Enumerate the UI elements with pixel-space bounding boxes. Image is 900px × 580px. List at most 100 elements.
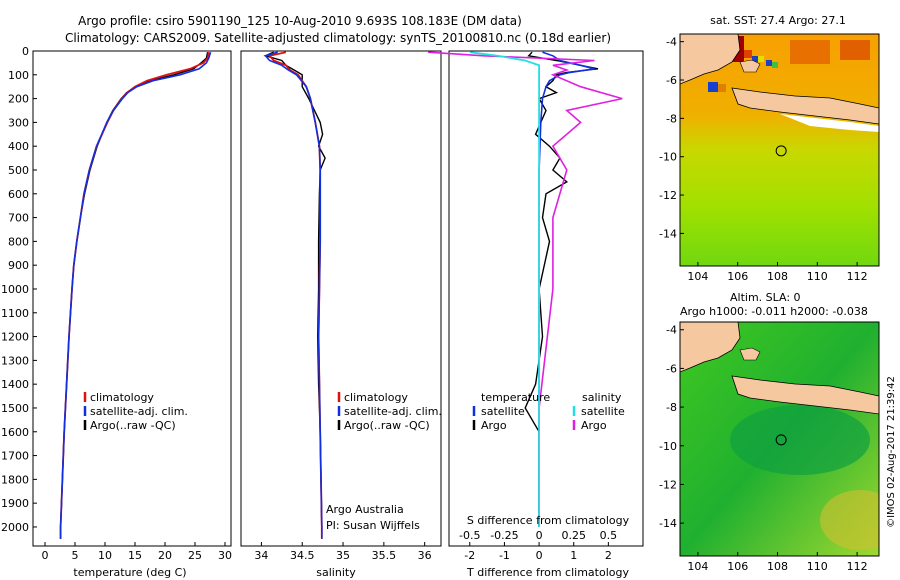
sst-patch xyxy=(758,56,764,62)
map-lon-label: 112 xyxy=(847,270,868,283)
depth-tick-label: 800 xyxy=(8,235,29,248)
depth-tick-label: 1700 xyxy=(1,450,29,463)
diff-tick-label: 0 xyxy=(536,549,543,562)
temperature-tick-label: 5 xyxy=(72,549,79,562)
temperature-tick-label: 0 xyxy=(42,549,49,562)
map-lon-label: 104 xyxy=(687,270,708,283)
s-diff-tick-label: 0.5 xyxy=(600,529,618,542)
legend-label: climatology xyxy=(90,391,154,404)
map-lat-label: -6 xyxy=(666,362,677,375)
depth-tick-label: 100 xyxy=(8,69,29,82)
depth-tick-label: 1100 xyxy=(1,307,29,320)
temperature-tick-label: 20 xyxy=(158,549,172,562)
legend-label: Argo xyxy=(481,419,507,432)
sst-patch xyxy=(790,40,830,64)
depth-tick-label: 1400 xyxy=(1,378,29,391)
header-line-2: Climatology: CARS2009. Satellite-adjuste… xyxy=(65,31,611,45)
sst-patch xyxy=(752,56,758,62)
diff-temp-satellite-line xyxy=(538,51,595,527)
argo-location-marker xyxy=(775,145,787,157)
depth-tick-label: 1900 xyxy=(1,497,29,510)
depth-tick-label: 500 xyxy=(8,164,29,177)
map-lat-label: -14 xyxy=(659,517,677,530)
diff-sal-argo-line xyxy=(428,51,623,527)
depth-tick-label: 1200 xyxy=(1,331,29,344)
salinity-tick-label: 34 xyxy=(254,549,268,562)
s-diff-tick-label: -0.25 xyxy=(490,529,518,542)
map-lat-label: -12 xyxy=(659,478,677,491)
sal-satellite-line xyxy=(264,51,323,539)
map-lon-label: 110 xyxy=(807,560,828,573)
temperature-tick-label: 10 xyxy=(98,549,112,562)
map-lat-label: -10 xyxy=(659,151,677,164)
map-lon-label: 108 xyxy=(767,270,788,283)
salinity-panel: 34 34.5 35 35.5 36 climatologysatellite-adj.… xyxy=(240,50,442,579)
sst-patch xyxy=(744,50,752,58)
temperature-series xyxy=(59,51,212,539)
depth-tick-label: 400 xyxy=(8,140,29,153)
depth-tick-label: 300 xyxy=(8,116,29,129)
imos-credit: ©IMOS 02-Aug-2017 21:39:42 xyxy=(886,376,897,528)
difference-panel: -2 -1 0 1 2 -0.5 -0.25 0 0.25 0.5 temperature sali… xyxy=(428,50,644,579)
sla-map-title: Altim. SLA: 0 xyxy=(730,291,801,304)
legend-label: climatology xyxy=(344,391,408,404)
map-lat-label: -10 xyxy=(659,440,677,453)
depth-tick-label: 700 xyxy=(8,212,29,225)
diff-tick-label: -1 xyxy=(499,549,510,562)
map-lon-label: 108 xyxy=(767,560,788,573)
map-lat-label: -8 xyxy=(666,401,677,414)
map-lon-label: 106 xyxy=(727,560,748,573)
depth-tick-label: 900 xyxy=(8,259,29,272)
sst-patch xyxy=(772,62,778,68)
temperature-tick-label: 25 xyxy=(188,549,202,562)
sla-map-frame xyxy=(679,321,880,557)
temperature-tick-label: 15 xyxy=(128,549,142,562)
sst-mask-strip xyxy=(780,114,879,132)
salinity-tick-label: 34.5 xyxy=(290,549,315,562)
salinity-xlabel: salinity xyxy=(316,566,356,579)
header-line-1: Argo profile: csiro 5901190_125 10-Aug-2… xyxy=(78,14,522,28)
sal-climatology-line xyxy=(267,51,323,539)
sst-field xyxy=(680,34,879,266)
salinity-series xyxy=(263,51,326,539)
depth-tick-label: 1500 xyxy=(1,402,29,415)
depth-tick-label: 200 xyxy=(8,93,29,106)
temperature-tick-label: 30 xyxy=(218,549,232,562)
map-lat-label: -6 xyxy=(666,74,677,87)
depth-axis: 0 100 200 300 400 500 600 700 800 900 1000 1100 1200… xyxy=(1,45,37,534)
s-diff-tick-label: -0.5 xyxy=(459,529,480,542)
sst-patch xyxy=(708,82,718,92)
temperature-axes-box xyxy=(32,50,232,547)
depth-tick-label: 1800 xyxy=(1,473,29,486)
temp-argo-line xyxy=(59,52,209,539)
sla-high-anomaly xyxy=(820,490,879,550)
legend-label: satellite-adj. clim. xyxy=(344,405,442,418)
legend-label: satellite xyxy=(581,405,625,418)
t-difference-label: T difference from climatology xyxy=(466,566,629,579)
sst-patch xyxy=(840,40,870,60)
depth-tick-label: 0 xyxy=(22,45,29,58)
pi-label: PI: Susan Wijffels xyxy=(326,519,420,532)
depth-tick-label: 600 xyxy=(8,188,29,201)
map-lon-label: 110 xyxy=(807,270,828,283)
depth-tick-label: 1300 xyxy=(1,354,29,367)
sla-map: Altim. SLA: 0 Argo h1000: -0.011 h2000: … xyxy=(659,291,880,573)
salinity-x-axis: 34 34.5 35 35.5 36 xyxy=(254,542,432,562)
sst-map-frame xyxy=(679,33,880,267)
difference-x-axis: -2 -1 0 1 2 -0.5 -0.25 0 0.25 0.5 xyxy=(459,529,617,562)
salinity-tick-label: 36 xyxy=(418,549,432,562)
diff-sal-satellite-line xyxy=(469,51,540,527)
legend-label: Argo(..raw -QC) xyxy=(344,419,430,432)
difference-series xyxy=(428,51,623,527)
s-diff-tick-label: 0 xyxy=(536,529,543,542)
diff-tick-label: 1 xyxy=(570,549,577,562)
temp-climatology-line xyxy=(59,52,210,539)
diff-tick-label: -2 xyxy=(464,549,475,562)
sst-patch xyxy=(766,60,772,66)
temperature-xlabel: temperature (deg C) xyxy=(73,566,186,579)
java-land xyxy=(731,87,879,125)
small-island-2 xyxy=(739,347,761,361)
